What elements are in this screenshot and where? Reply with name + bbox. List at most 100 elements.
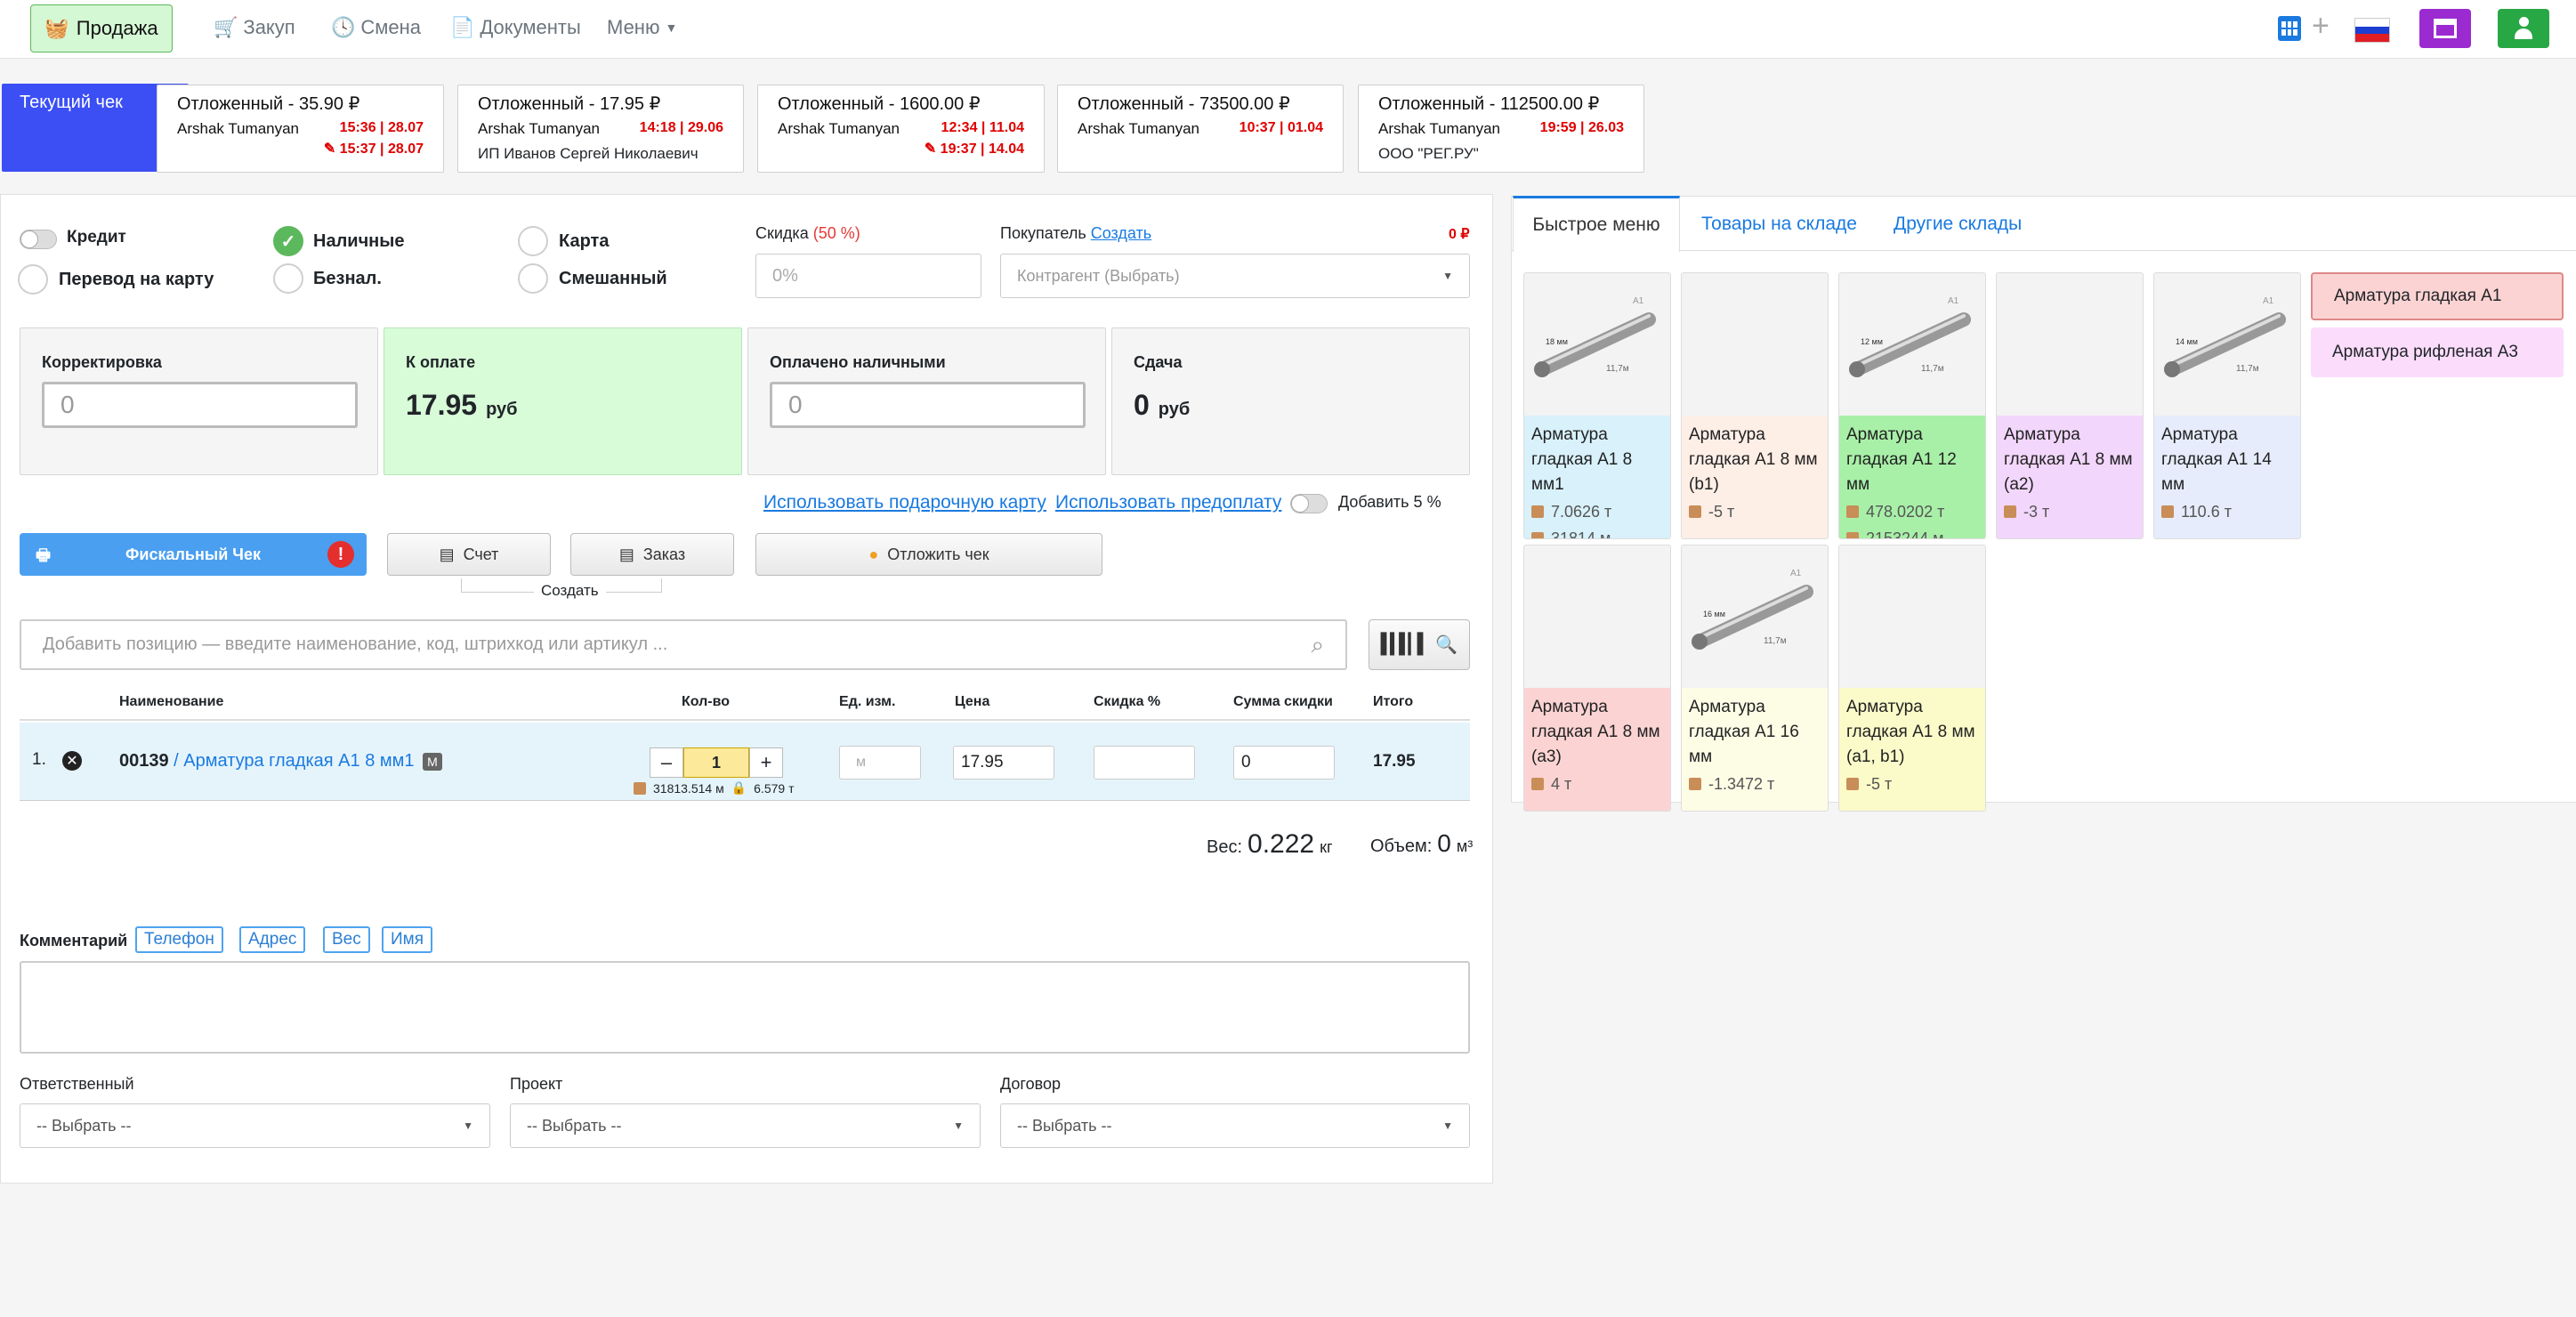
row-number: 1. xyxy=(32,750,46,769)
quick-item-smooth-a1[interactable]: Арматура гладкая А1 xyxy=(2311,272,2564,320)
tag-name[interactable]: Имя xyxy=(382,926,433,953)
edit-icon: ✎ xyxy=(323,141,336,157)
svg-text:16 мм: 16 мм xyxy=(1703,610,1725,618)
mixed-radio[interactable] xyxy=(518,263,548,294)
barcode-search-button[interactable]: ▌▍▌▎▌ 🔍 xyxy=(1369,619,1470,670)
product-card[interactable]: Арматура гладкая А1 8 мм (b1) -5 т xyxy=(1681,272,1829,539)
search-input[interactable]: Добавить позицию — введите наименование,… xyxy=(20,619,1347,670)
tab-other-warehouses[interactable]: Другие склады xyxy=(1894,214,2023,234)
deferred-check-5[interactable]: Отложенный - 112500.00 ₽ Arshak Tumanyan… xyxy=(1358,85,1644,173)
product-stock-2: 2153244 м xyxy=(1846,526,1978,538)
defer-check-button[interactable]: ● Отложить чек xyxy=(755,533,1102,576)
caret-down-icon: ▼ xyxy=(1442,1119,1453,1132)
product-card[interactable]: А1 11,7м 18 мм Арматура гладкая А1 8 мм1 7.0… xyxy=(1523,272,1671,539)
mixed-label: Смешанный xyxy=(559,269,667,288)
product-caption: Арматура гладкая А1 8 мм (а1, b1) -5 т xyxy=(1839,688,1985,811)
nav-purchase[interactable]: 🛒 Закуп xyxy=(214,16,295,38)
tab-quick-menu[interactable]: Быстрое меню xyxy=(1513,196,1680,252)
calculator-icon[interactable] xyxy=(2278,16,2301,41)
product-card[interactable]: А1 11,7м 14 мм Арматура гладкая А1 14 мм 110… xyxy=(2153,272,2301,539)
caret-down-icon: ▼ xyxy=(953,1119,964,1132)
user-button[interactable] xyxy=(2498,9,2549,48)
credit-toggle[interactable] xyxy=(20,230,57,249)
product-card[interactable]: А1 11,7м 12 мм Арматура гладкая А1 12 мм 478… xyxy=(1838,272,1986,539)
add5-toggle[interactable] xyxy=(1290,494,1328,513)
paid-box: Оплачено наличными 0 xyxy=(747,327,1106,475)
caret-down-icon: ▼ xyxy=(463,1119,473,1132)
responsible-select[interactable]: -- Выбрать -- ▼ xyxy=(20,1103,490,1148)
unit-input[interactable]: м xyxy=(839,746,921,780)
transfer-radio[interactable] xyxy=(18,264,48,295)
lock-icon: 🔒 xyxy=(731,780,747,795)
price-input[interactable]: 17.95 xyxy=(953,746,1054,780)
box-icon xyxy=(1531,532,1544,538)
tag-address[interactable]: Адрес xyxy=(239,926,306,953)
buyer-select[interactable]: Контрагент (Выбрать) ▼ xyxy=(1000,254,1470,298)
nav-documents[interactable]: 📄 Документы xyxy=(450,16,581,38)
discount-sum-input[interactable]: 0 xyxy=(1233,746,1335,780)
product-card[interactable]: Арматура гладкая А1 8 мм (а3) 4 т xyxy=(1523,545,1671,812)
cash-radio[interactable]: ✓ xyxy=(273,226,303,256)
tag-phone[interactable]: Телефон xyxy=(135,926,223,953)
box-icon xyxy=(2004,505,2016,518)
rebar-image: А1 11,7м 16 мм xyxy=(1692,569,1813,650)
card-label: Карта xyxy=(559,231,610,251)
deferred-check-4[interactable]: Отложенный - 73500.00 ₽ Arshak Tumanyan 1… xyxy=(1057,85,1344,173)
qty-input[interactable]: 1 xyxy=(683,747,749,778)
noncash-radio[interactable] xyxy=(273,263,303,294)
product-caption: Арматура гладкая А1 14 мм 110.6 т xyxy=(2154,416,2300,538)
comment-textarea[interactable] xyxy=(20,961,1470,1054)
product-image: А1 11,7м 12 мм xyxy=(1839,273,1985,416)
invoice-button[interactable]: ▤ Счет xyxy=(387,533,551,576)
prepay-link[interactable]: Использовать предоплату xyxy=(1055,492,1282,513)
project-label: Проект xyxy=(510,1075,563,1093)
contract-select[interactable]: -- Выбрать -- ▼ xyxy=(1000,1103,1470,1148)
product-card[interactable]: Арматура гладкая А1 8 мм (а1, b1) -5 т xyxy=(1838,545,1986,812)
nav-shift[interactable]: 🕓 Смена xyxy=(331,16,422,38)
tag-weight[interactable]: Вес xyxy=(323,926,370,953)
correction-box: Корректировка 0 xyxy=(20,327,378,475)
store-icon xyxy=(2434,19,2457,38)
top-navbar xyxy=(0,0,2576,59)
svg-text:11,7м: 11,7м xyxy=(2236,364,2259,374)
correction-input[interactable]: 0 xyxy=(42,382,358,428)
box-icon xyxy=(1846,505,1859,518)
discount-pct-input[interactable] xyxy=(1094,746,1195,780)
product-name: Арматура гладкая А1 16 мм xyxy=(1689,698,1799,766)
row-total: 17.95 xyxy=(1373,752,1416,771)
russia-flag-icon[interactable] xyxy=(2354,18,2390,43)
tab-stock-goods[interactable]: Товары на складе xyxy=(1701,214,1857,234)
order-button[interactable]: ▤ Заказ xyxy=(570,533,734,576)
row-product-link[interactable]: Арматура гладкая А1 8 мм1 xyxy=(183,751,415,771)
buyer-label: Покупатель Создать xyxy=(1000,224,1152,242)
quick-item-ribbed-a3[interactable]: Арматура рифленая А3 xyxy=(2311,327,2564,377)
box-icon xyxy=(1846,532,1859,538)
deferred-check-3[interactable]: Отложенный - 1600.00 ₽ Arshak Tumanyan 12… xyxy=(757,85,1045,173)
product-name: Арматура гладкая А1 8 мм1 xyxy=(1531,425,1633,494)
nav-menu-dropdown[interactable]: Меню ▼ xyxy=(607,16,678,38)
qty-plus-button[interactable]: + xyxy=(749,747,783,778)
product-card[interactable]: Арматура гладкая А1 8 мм (а2) -3 т xyxy=(1996,272,2144,539)
store-button[interactable] xyxy=(2419,9,2471,48)
product-card[interactable]: А1 11,7м 16 мм Арматура гладкая А1 16 мм -1.… xyxy=(1681,545,1829,812)
gift-card-link[interactable]: Использовать подарочную карту xyxy=(763,492,1046,513)
card-radio[interactable] xyxy=(518,226,548,256)
box-icon xyxy=(1689,505,1701,518)
printer-icon: 🖶 xyxy=(36,546,51,564)
fiscal-check-button[interactable]: 🖶 Фискальный Чек ! xyxy=(20,533,367,576)
cart-icon: 🛒 xyxy=(214,16,238,38)
svg-text:А1: А1 xyxy=(1790,569,1802,578)
buyer-create-link[interactable]: Создать xyxy=(1090,224,1152,242)
deferred-check-1[interactable]: Отложенный - 35.90 ₽ Arshak Tumanyan 15:3… xyxy=(157,85,444,173)
user-icon xyxy=(2512,17,2535,40)
cash-label: Наличные xyxy=(313,231,405,251)
plus-icon[interactable]: + xyxy=(2312,9,2330,43)
responsible-label: Ответственный xyxy=(20,1075,134,1093)
qty-minus-button[interactable]: – xyxy=(650,747,683,778)
deferred-check-2[interactable]: Отложенный - 17.95 ₽ Arshak Tumanyan 14:1… xyxy=(457,85,744,173)
discount-input[interactable]: 0% xyxy=(755,254,981,298)
paid-input[interactable]: 0 xyxy=(770,382,1086,428)
project-select[interactable]: -- Выбрать -- ▼ xyxy=(510,1103,981,1148)
remove-row-icon[interactable]: ✕ xyxy=(62,751,82,771)
nav-sale-button[interactable]: 🧺 Продажа xyxy=(30,4,173,53)
